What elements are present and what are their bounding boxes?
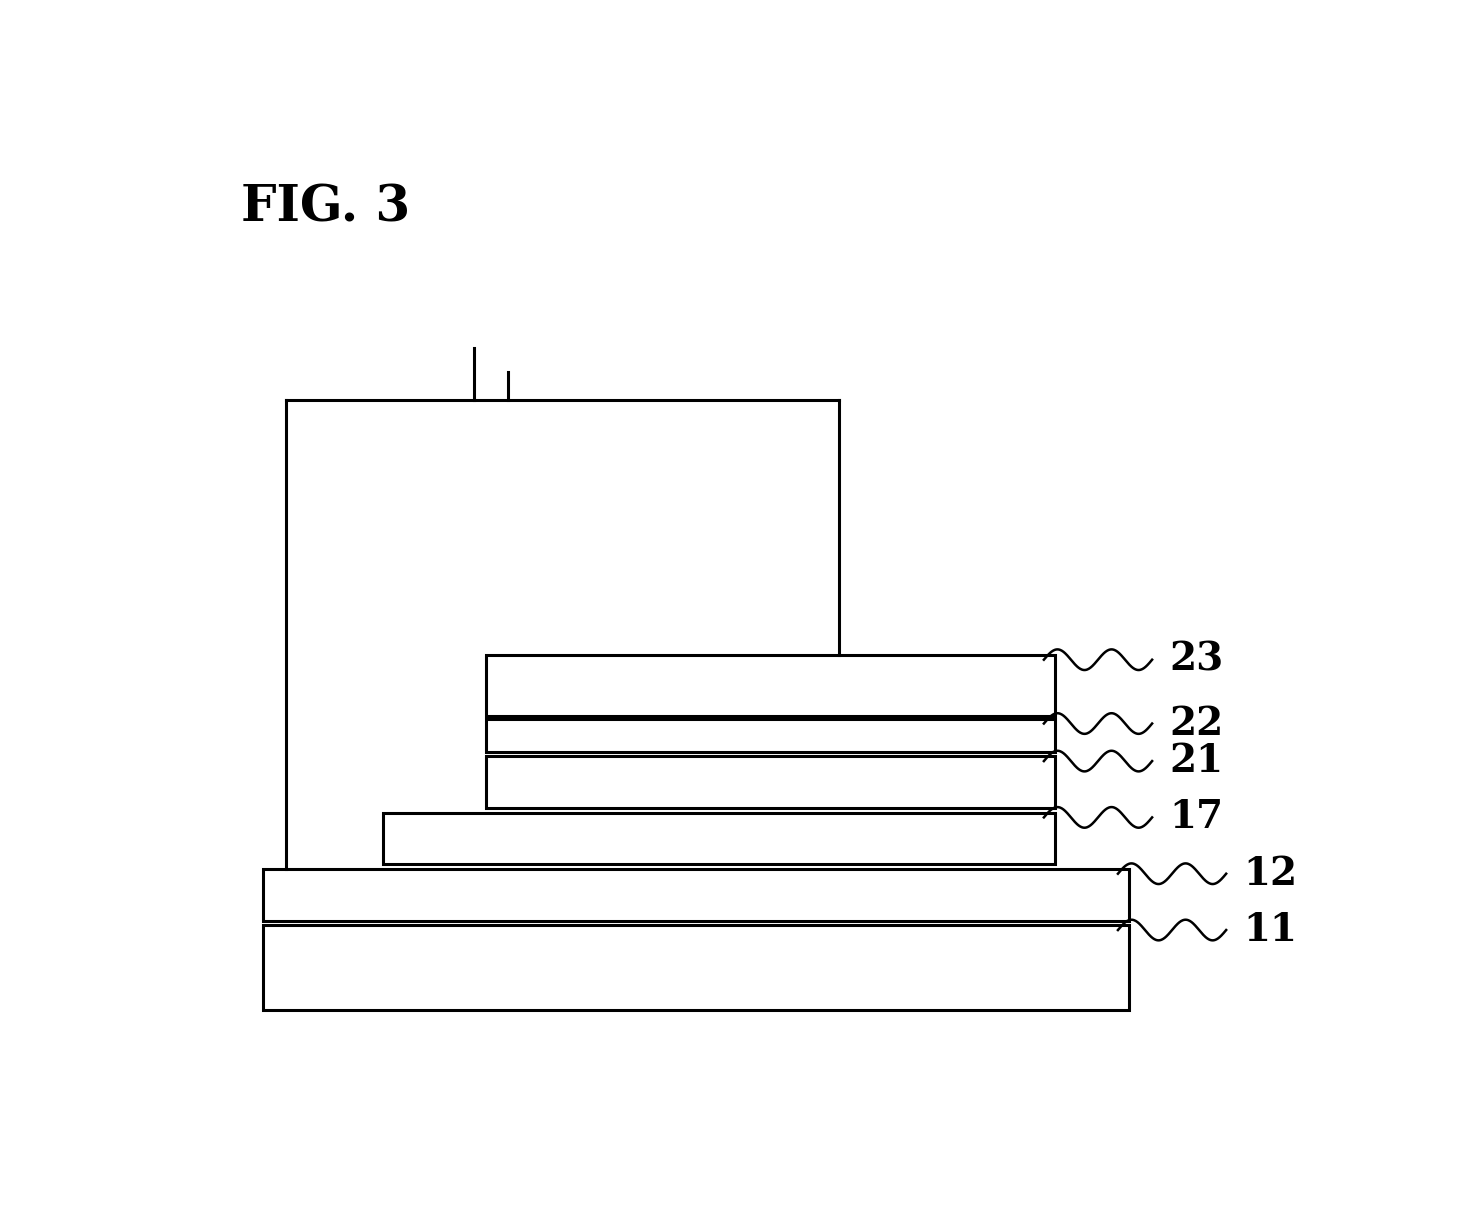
Bar — [485, 719, 1055, 752]
Text: 11: 11 — [1244, 911, 1297, 950]
Bar — [485, 756, 1055, 808]
Text: FIG. 3: FIG. 3 — [241, 184, 410, 233]
Bar — [485, 655, 1055, 716]
Text: 17: 17 — [1169, 798, 1223, 836]
Text: 12: 12 — [1244, 855, 1298, 892]
Bar — [263, 925, 1129, 1009]
Text: 23: 23 — [1169, 641, 1223, 679]
Bar — [384, 813, 1055, 864]
Text: 21: 21 — [1169, 742, 1223, 780]
Bar — [263, 869, 1129, 920]
Text: 22: 22 — [1169, 705, 1223, 742]
